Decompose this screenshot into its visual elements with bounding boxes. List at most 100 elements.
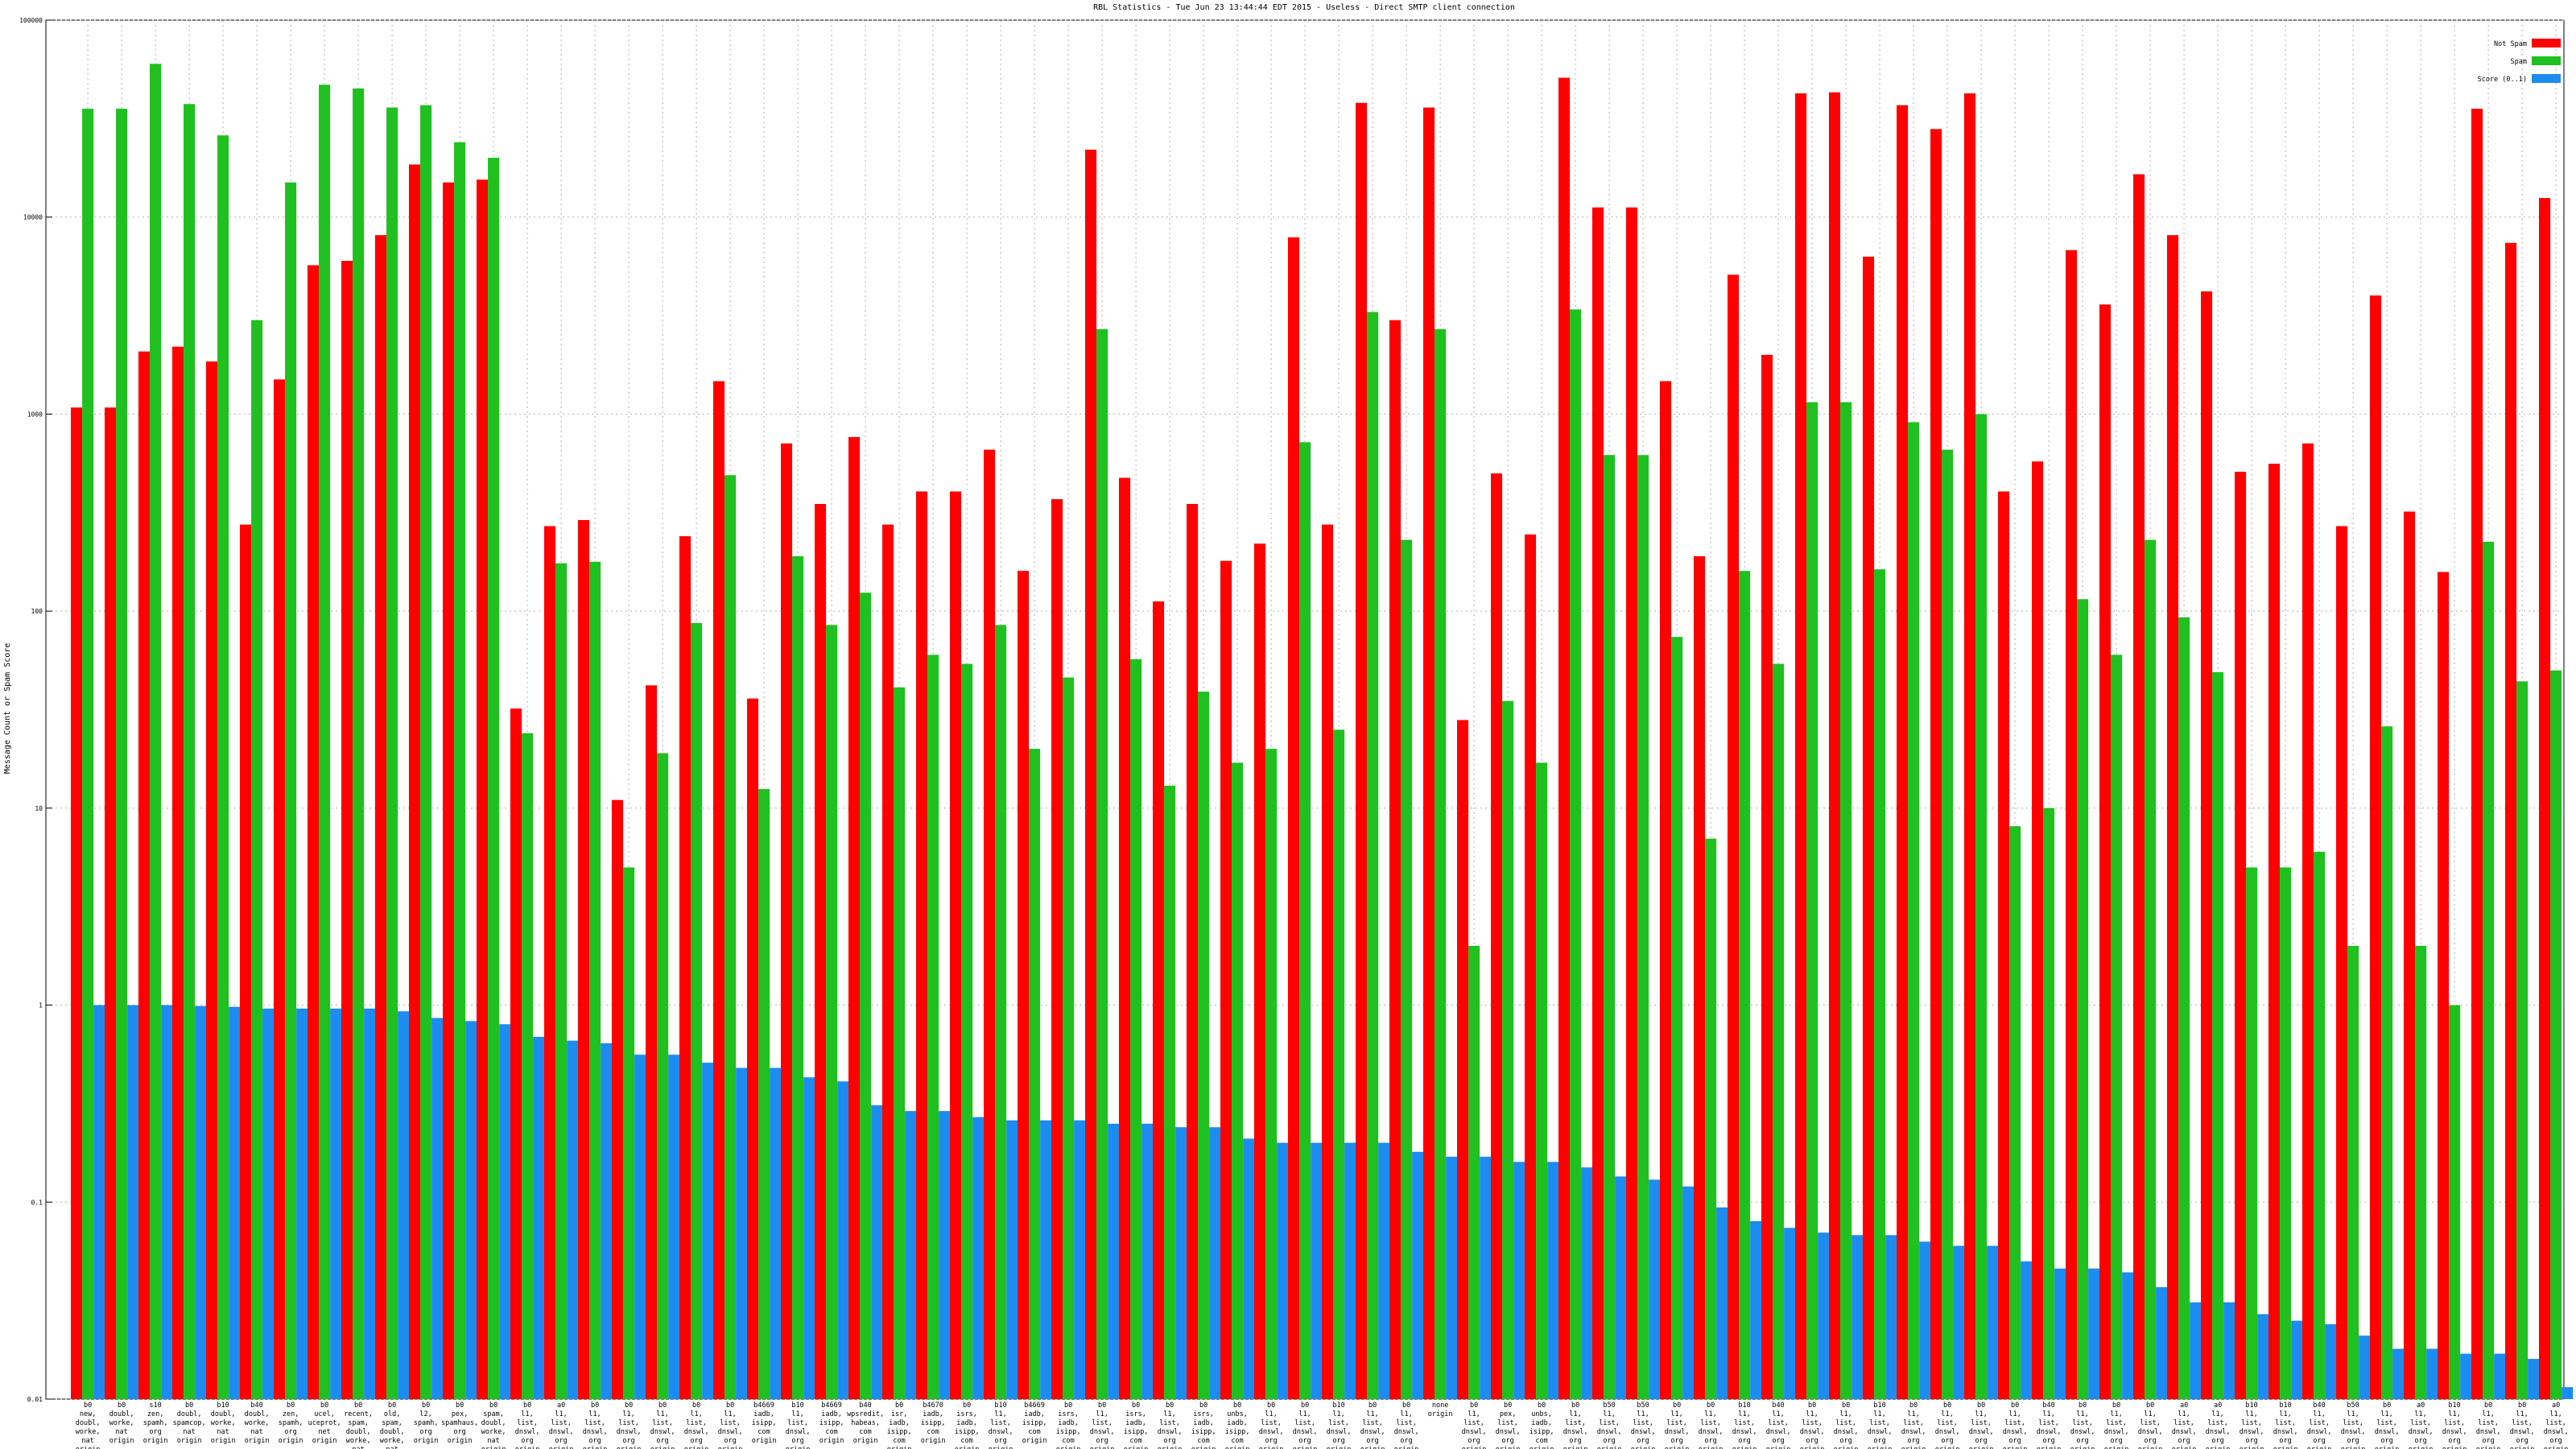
bar: [2167, 235, 2179, 1399]
y-tick-label: 10: [35, 805, 43, 812]
bar: [274, 379, 286, 1399]
bar: [1018, 571, 1030, 1399]
bar: [1773, 663, 1785, 1399]
bar: [1051, 499, 1063, 1400]
bar: [1480, 1156, 1492, 1399]
bar: [1739, 571, 1751, 1399]
legend-label: Spam: [2511, 58, 2527, 66]
bar: [1818, 1232, 1830, 1399]
bar: [1344, 1142, 1356, 1399]
bar: [1412, 1151, 1424, 1399]
bar: [1198, 691, 1210, 1399]
bar: [2449, 1005, 2461, 1399]
bar: [2336, 526, 2348, 1399]
bar: [826, 625, 838, 1399]
bar: [1942, 449, 1954, 1399]
x-tick-label: b40 doubl, worke, nat origin: [245, 1402, 270, 1445]
bar: [2156, 1286, 2168, 1399]
bar: [2471, 109, 2483, 1399]
x-tick-label: b4670 iadb, isipp, com origin: [921, 1402, 946, 1445]
bar: [2550, 670, 2562, 1399]
bar: [2212, 671, 2224, 1399]
bar: [724, 475, 737, 1400]
bar: [1401, 539, 1413, 1400]
bar: [2528, 1359, 2540, 1399]
bar: [2494, 1353, 2506, 1399]
bar: [589, 561, 601, 1399]
bar: [1558, 77, 1571, 1399]
bar: [1164, 785, 1176, 1399]
bar: [172, 346, 184, 1400]
x-tick-label: b4669 iadb, isipp, com origin: [819, 1402, 844, 1445]
bar: [679, 536, 691, 1399]
y-tick-label: 0.01: [27, 1396, 43, 1403]
bar: [341, 261, 353, 1399]
bar: [93, 1005, 105, 1399]
bar: [736, 1067, 748, 1399]
bar: [1130, 658, 1142, 1399]
x-tick-label: b0 doubl, spamcop, nat origin: [173, 1402, 206, 1445]
bar: [1682, 1186, 1695, 1399]
bar: [138, 351, 151, 1399]
bar: [634, 1055, 646, 1399]
bar: [894, 687, 906, 1399]
bar: [1277, 1142, 1289, 1399]
bar: [758, 789, 770, 1399]
bar: [2246, 867, 2258, 1399]
bar: [2483, 541, 2495, 1399]
bar: [544, 526, 556, 1399]
bar: [71, 407, 83, 1400]
bar: [1581, 1167, 1593, 1399]
bar: [691, 622, 703, 1399]
bar: [1953, 1245, 1965, 1399]
x-tick-label: s10 zen, spamh, org origin: [143, 1402, 168, 1445]
bar: [1513, 1162, 1525, 1399]
bar: [1108, 1123, 1120, 1399]
bar: [916, 491, 928, 1399]
bar: [1502, 700, 1514, 1399]
bar: [612, 799, 624, 1399]
bar: [781, 443, 793, 1399]
bar: [2280, 867, 2292, 1399]
bar: [2099, 304, 2112, 1399]
bar: [2178, 617, 2190, 1399]
bar: [1840, 402, 1852, 1399]
chart-title: RBL Statistics - Tue Jun 23 13:44:44 EDT…: [1093, 3, 1515, 12]
bar: [1885, 1235, 1897, 1399]
bar: [646, 685, 658, 1399]
bar: [657, 753, 669, 1399]
bar: [398, 1011, 410, 1399]
bar: [1761, 354, 1773, 1400]
bar: [1547, 1162, 1559, 1399]
bar: [2539, 197, 2551, 1399]
bar: [1806, 402, 1818, 1399]
bar: [1254, 543, 1266, 1399]
bar: [1288, 237, 1300, 1400]
bar: [386, 107, 398, 1400]
bar: [1660, 381, 1672, 1399]
legend-swatch: [2532, 39, 2561, 47]
